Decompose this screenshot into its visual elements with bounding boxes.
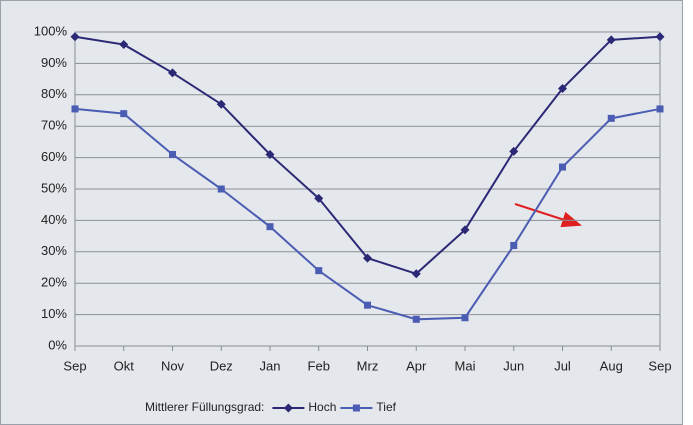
x-tick-label: Mrz <box>357 358 379 373</box>
x-tick-label: Jul <box>554 358 571 373</box>
marker <box>71 105 79 113</box>
y-tick-label: 100% <box>34 23 68 38</box>
legend-label: Tief <box>376 400 396 414</box>
y-tick-label: 40% <box>41 212 67 227</box>
marker <box>363 253 372 263</box>
marker <box>559 163 566 171</box>
marker <box>460 225 470 235</box>
marker <box>119 40 129 50</box>
marker <box>266 223 274 231</box>
marker <box>217 185 225 193</box>
marker <box>314 193 324 203</box>
marker <box>315 267 323 275</box>
marker <box>656 105 664 113</box>
marker <box>558 84 567 94</box>
marker <box>509 146 519 156</box>
y-tick-label: 20% <box>41 275 67 290</box>
y-tick-label: 50% <box>41 180 67 195</box>
marker <box>655 32 665 42</box>
x-tick-label: Jan <box>260 358 281 373</box>
x-tick-label: Dez <box>210 358 233 373</box>
marker <box>411 269 421 279</box>
x-tick-label: Aug <box>600 358 623 373</box>
y-tick-label: 90% <box>41 55 67 70</box>
y-tick-label: 80% <box>41 86 67 101</box>
y-tick-label: 60% <box>41 149 67 164</box>
x-tick-label: Nov <box>161 358 185 373</box>
x-tick-label: Jun <box>503 358 524 373</box>
x-tick-label: Okt <box>114 358 135 373</box>
marker <box>265 149 275 159</box>
marker <box>70 32 80 42</box>
marker <box>606 35 616 45</box>
marker <box>364 301 371 309</box>
x-tick-label: Apr <box>406 358 427 373</box>
marker <box>120 110 128 118</box>
legend-title: Mittlerer Füllungsgrad: <box>145 400 264 414</box>
y-tick-label: 10% <box>41 306 67 321</box>
y-tick-label: 0% <box>48 337 67 352</box>
marker <box>352 404 360 412</box>
marker <box>283 403 293 413</box>
x-tick-label: Mai <box>455 358 476 373</box>
x-tick-label: Sep <box>63 358 86 373</box>
annotation-arrow <box>514 203 582 228</box>
marker <box>169 150 176 158</box>
marker <box>216 99 226 109</box>
x-tick-label: Sep <box>648 358 671 373</box>
y-tick-label: 70% <box>41 118 67 133</box>
marker <box>168 68 177 78</box>
marker <box>607 114 615 122</box>
legend-label: Hoch <box>308 400 336 414</box>
marker <box>461 314 469 322</box>
marker <box>510 242 518 250</box>
marker <box>412 315 420 323</box>
x-tick-label: Feb <box>308 358 330 373</box>
y-tick-label: 30% <box>41 243 67 258</box>
